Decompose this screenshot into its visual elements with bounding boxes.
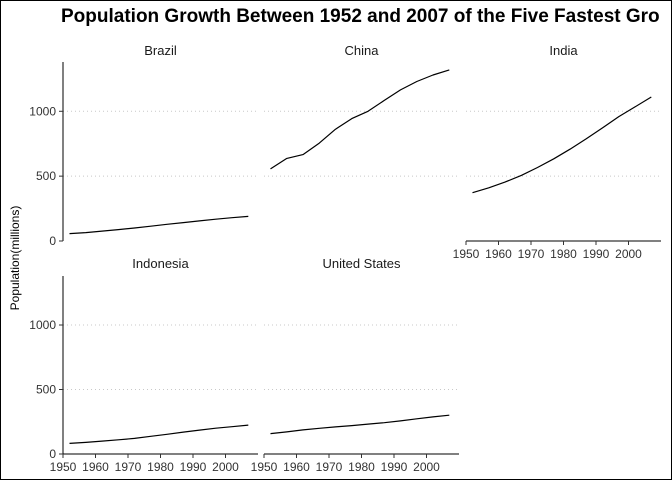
x-tick-label-united-states-1980: 1980	[348, 460, 375, 474]
x-tick-label-india-1950: 1950	[453, 247, 480, 261]
x-tick-label-united-states-1950: 1950	[251, 460, 278, 474]
x-tick-label-india-1960: 1960	[485, 247, 512, 261]
y-tick-label-indonesia-0: 0	[49, 447, 56, 461]
x-tick-label-indonesia-1970: 1970	[115, 460, 142, 474]
y-axis-title: Population(millions)	[8, 206, 22, 311]
facet-label-china: China	[345, 43, 380, 58]
series-line-india	[472, 96, 652, 194]
x-tick-label-india-2000: 2000	[615, 247, 642, 261]
facet-label-indonesia: Indonesia	[132, 256, 189, 271]
x-tick-label-united-states-1970: 1970	[316, 460, 343, 474]
y-tick-label-brazil-500: 500	[36, 169, 56, 183]
y-tick-label-brazil-1000: 1000	[29, 104, 56, 118]
x-tick-label-indonesia-1950: 1950	[50, 460, 77, 474]
x-tick-label-indonesia-1960: 1960	[82, 460, 109, 474]
y-tick-label-indonesia-500: 500	[36, 383, 56, 397]
series-line-united-states	[270, 414, 450, 435]
facet-label-india: India	[549, 43, 578, 58]
x-tick-label-united-states-2000: 2000	[413, 460, 440, 474]
series-line-china	[270, 69, 450, 170]
x-tick-label-united-states-1990: 1990	[381, 460, 408, 474]
x-tick-label-indonesia-1990: 1990	[180, 460, 207, 474]
x-tick-label-indonesia-1980: 1980	[147, 460, 174, 474]
series-line-brazil	[69, 215, 249, 235]
x-tick-label-india-1990: 1990	[583, 247, 610, 261]
y-tick-label-indonesia-1000: 1000	[29, 318, 56, 332]
x-tick-label-india-1970: 1970	[518, 247, 545, 261]
y-tick-label-brazil-0: 0	[49, 234, 56, 248]
chart-title: Population Growth Between 1952 and 2007 …	[61, 6, 660, 27]
facet-label-brazil: Brazil	[144, 43, 177, 58]
facet-label-united-states: United States	[322, 256, 401, 271]
x-tick-label-indonesia-2000: 2000	[212, 460, 239, 474]
x-tick-label-united-states-1960: 1960	[283, 460, 310, 474]
series-line-indonesia	[69, 424, 249, 444]
x-tick-label-india-1980: 1980	[550, 247, 577, 261]
